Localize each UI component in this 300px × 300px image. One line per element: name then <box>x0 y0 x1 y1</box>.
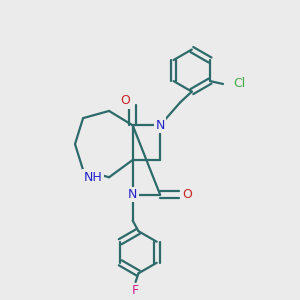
Text: NH: NH <box>84 171 103 184</box>
Text: N: N <box>128 188 137 201</box>
Text: O: O <box>121 94 130 107</box>
Text: O: O <box>183 188 192 201</box>
Text: N: N <box>155 119 165 132</box>
Text: Cl: Cl <box>233 77 245 91</box>
Text: F: F <box>132 284 139 297</box>
